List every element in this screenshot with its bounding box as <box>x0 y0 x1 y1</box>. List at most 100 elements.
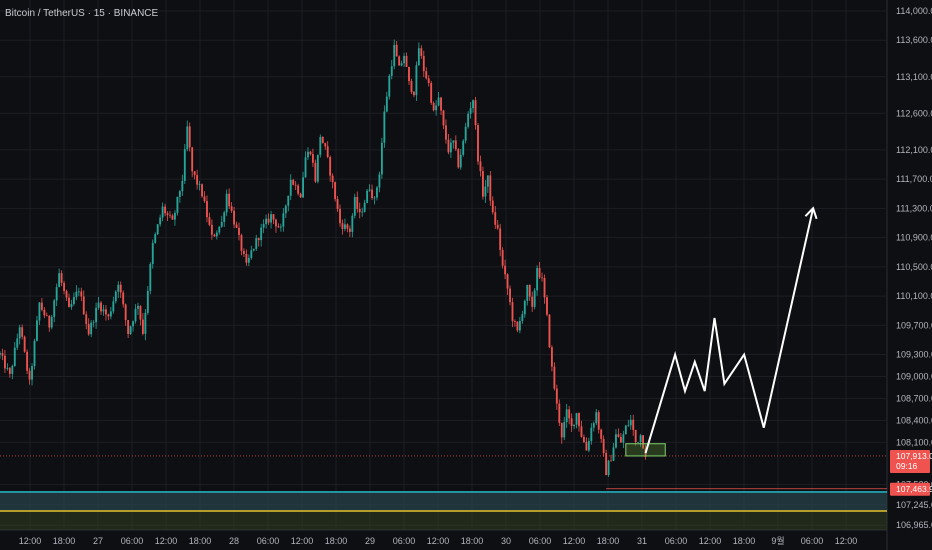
candle-body-down <box>605 453 608 475</box>
candle-body-up <box>178 191 181 197</box>
candle-body-down <box>422 56 425 72</box>
price-tick-label: 110,900.00 <box>896 233 932 243</box>
candle-body-up <box>484 186 487 197</box>
candle-body-down <box>203 196 206 202</box>
candle-body-up <box>215 232 218 237</box>
level-price-badge: 107,463.90 <box>890 482 932 496</box>
candle-body-up <box>518 320 521 331</box>
time-axis[interactable]: 12:00 18:00 27 06:00 12:00 18:00 28 06:00 12:00 1… <box>19 535 858 546</box>
candle-body-down <box>238 227 240 236</box>
candle-body-down <box>127 320 130 334</box>
candle-body-down <box>235 224 238 228</box>
candle-body-down <box>432 102 435 111</box>
candle-body-up <box>161 206 164 218</box>
candle-body-up <box>590 427 593 442</box>
candle-body-down <box>242 250 245 254</box>
candle-body-up <box>573 424 576 427</box>
candle-body-down <box>188 126 191 148</box>
time-tick-label: 06:00 <box>529 536 552 546</box>
current-price-badge: 107,913.0009:16 <box>890 449 932 473</box>
candle-body-up <box>565 409 568 423</box>
candle-body-down <box>346 224 349 229</box>
candle-body-down <box>196 175 199 185</box>
candle-body-down <box>642 435 645 449</box>
candle-body-down <box>321 136 324 144</box>
time-tick-label: 12:00 <box>427 536 450 546</box>
candle-body-down <box>334 182 337 200</box>
current-price-badge-bg <box>890 449 930 473</box>
candle-body-up <box>114 291 117 302</box>
price-tick-label: 112,600.00 <box>896 108 932 118</box>
candle-body-up <box>247 257 250 263</box>
candle-body-down <box>314 162 317 182</box>
candle-body-down <box>339 208 341 224</box>
candle-body-down <box>543 278 546 298</box>
candle-body-down <box>208 217 211 225</box>
time-tick-label: 18:00 <box>597 536 620 546</box>
candle-body-up <box>132 321 134 327</box>
candle-body-up <box>307 151 309 158</box>
candle-body-up <box>472 100 474 109</box>
candle-body-down <box>141 319 144 334</box>
candle-body-up <box>13 347 16 367</box>
candle-body-down <box>201 184 203 197</box>
candle-body-up <box>154 234 157 243</box>
candle-body-down <box>597 412 600 430</box>
price-axis[interactable]: 114,000.00 113,600.00 113,100.00 112,600.00… <box>890 6 932 530</box>
candle-body-down <box>550 347 553 367</box>
price-tick-label: 111,300.00 <box>896 203 932 213</box>
time-tick-label: 18:00 <box>461 536 484 546</box>
candle-body-up <box>344 224 346 229</box>
candle-body-down <box>272 214 275 220</box>
candle-body-up <box>287 195 290 206</box>
candle-body-down <box>257 238 260 241</box>
candle-body-down <box>329 156 332 176</box>
candle-body-down <box>63 282 65 291</box>
price-tick-label: 109,700.00 <box>896 320 932 330</box>
candle-body-down <box>171 215 174 220</box>
candle-body-up <box>11 366 14 374</box>
time-tick-label: 30 <box>501 536 511 546</box>
candle-body-up <box>363 202 366 212</box>
price-tick-label: 109,300.00 <box>896 350 932 360</box>
candle-body-down <box>122 292 125 305</box>
candle-body-down <box>348 228 351 232</box>
candle-body-up <box>400 63 403 66</box>
candle-body-up <box>220 221 223 227</box>
candle-body-up <box>95 307 98 323</box>
time-tick-label: 12:00 <box>699 536 722 546</box>
candle-body-down <box>100 302 102 312</box>
candle-body-down <box>580 426 583 437</box>
candle-body-up <box>55 287 58 301</box>
candle-body-down <box>583 436 585 443</box>
candle-body-down <box>191 147 194 172</box>
time-tick-label: 18:00 <box>189 536 212 546</box>
candle-body-up <box>417 48 420 66</box>
candle-body-down <box>553 366 556 389</box>
candle-body-down <box>632 419 635 430</box>
candle-body-down <box>408 66 410 82</box>
projection-arrow-head <box>804 206 818 220</box>
candle-body-up <box>353 196 356 216</box>
candle-body-down <box>26 351 29 371</box>
candle-body-down <box>60 273 63 283</box>
candle-body-down <box>309 151 312 155</box>
symbol-title: Bitcoin / TetherUS · 15 · BINANCE <box>5 8 159 19</box>
candle-body-down <box>568 409 571 419</box>
candle-body-up <box>383 111 386 143</box>
candle-body-down <box>511 302 514 322</box>
candle-body-down <box>230 206 233 211</box>
price-tick-label: 106,965.00 <box>896 520 932 530</box>
candle-body-up <box>435 105 438 111</box>
candle-body-down <box>578 413 580 427</box>
candle-body-up <box>50 316 53 328</box>
candle-body-up <box>198 184 201 186</box>
candle-body-up <box>361 211 364 213</box>
candle-body-up <box>639 435 642 442</box>
candle-body-down <box>336 199 339 209</box>
candle-body-up <box>156 224 159 235</box>
candle-body-up <box>316 154 319 182</box>
candle-body-up <box>595 412 598 424</box>
price-tick-label: 113,600.00 <box>896 35 932 45</box>
